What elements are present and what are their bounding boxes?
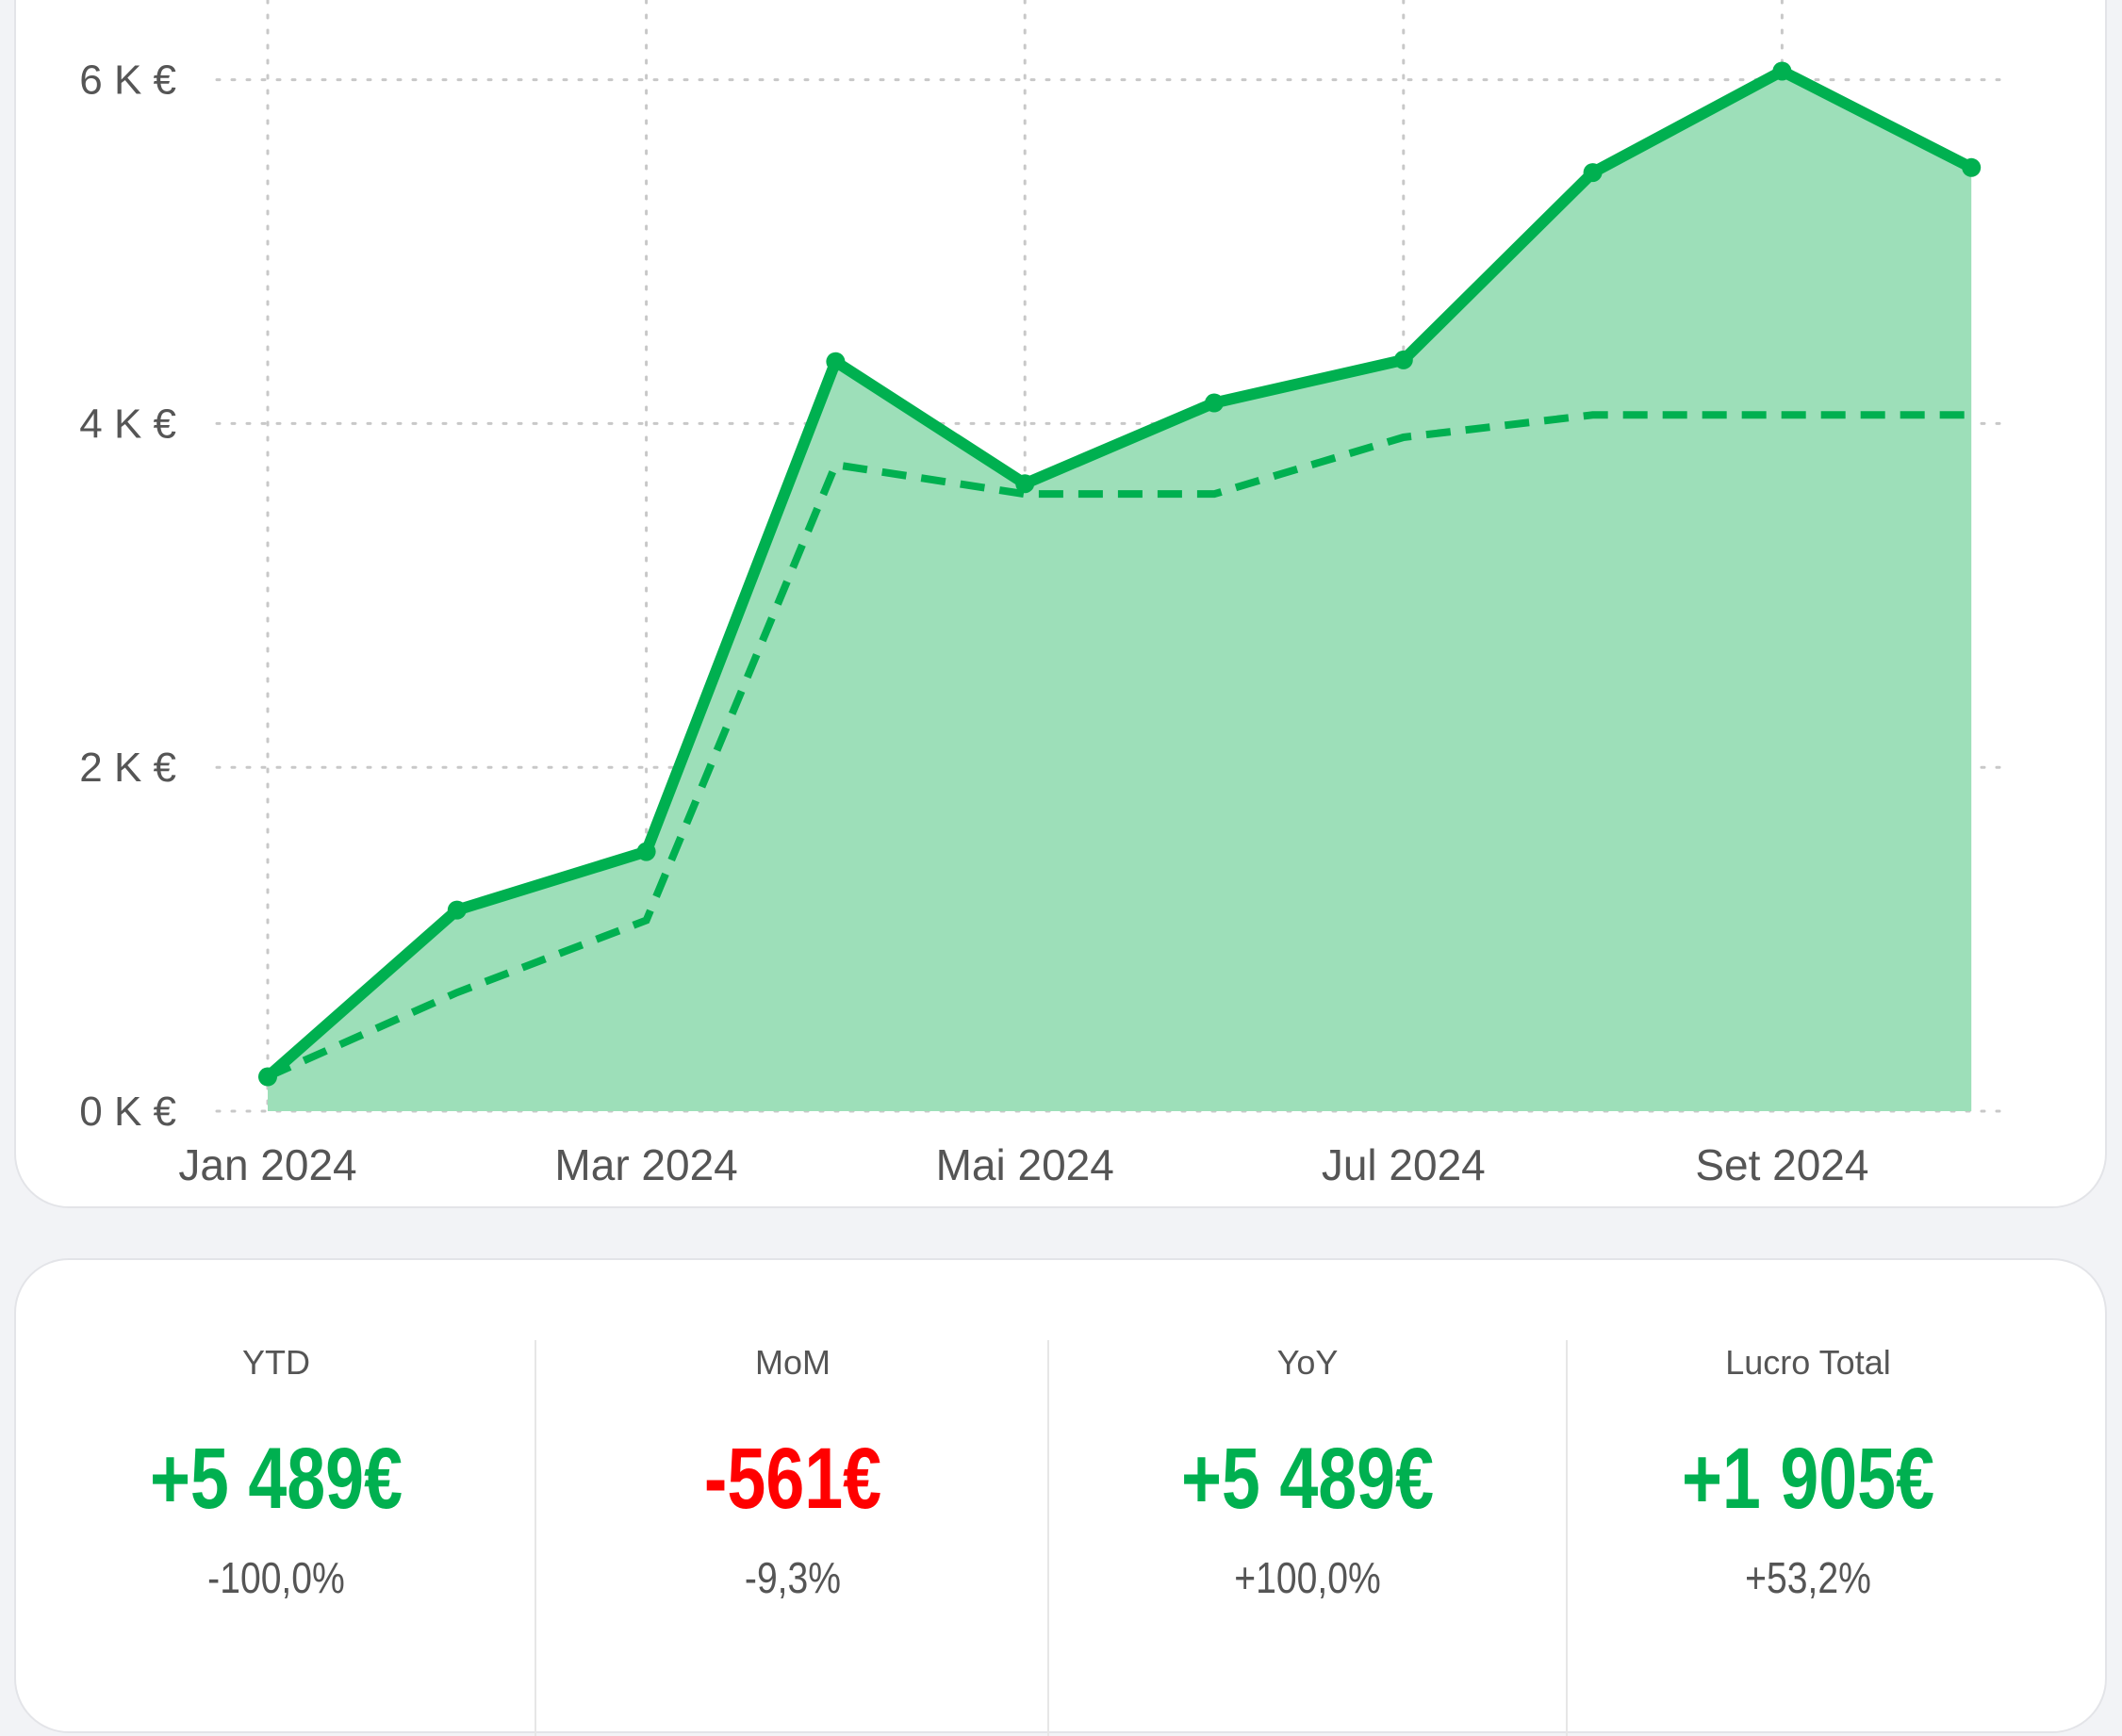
- divider: [1566, 1340, 1568, 1736]
- kpi-percent: +100,0%: [1234, 1553, 1381, 1602]
- x-tick-label: Mai 2024: [936, 1140, 1114, 1189]
- kpi-percent: -100,0%: [207, 1553, 345, 1602]
- kpi-value: +5 489€: [1180, 1431, 1435, 1527]
- kpi-lucro-total: Lucro Total +1 905€ +53,2%: [1568, 1260, 2048, 1731]
- kpi-value: +1 905€: [1681, 1431, 1935, 1527]
- kpi-ytd: YTD +5 489€ -100,0%: [16, 1260, 536, 1731]
- solid-series-line: [264, 65, 1974, 1082]
- data-point: [1962, 157, 1982, 177]
- y-tick-label: 2 K €: [79, 745, 176, 791]
- kpi-percent: +53,2%: [1745, 1553, 1871, 1602]
- area-fill: [268, 71, 1972, 1112]
- y-tick-label: 6 K €: [79, 57, 176, 104]
- kpi-title: Lucro Total: [1725, 1343, 1891, 1382]
- line-area-chart: 0 K € 2 K € 4 K € 6 K € Jan 2024 Mar 2024 Mai …: [79, 0, 2005, 1189]
- x-tick-label: Mar 2024: [554, 1140, 737, 1189]
- x-tick-label: Set 2024: [1695, 1140, 1868, 1189]
- kpi-yoy: YoY +5 489€ +100,0%: [1049, 1260, 1566, 1731]
- y-tick-label: 4 K €: [79, 401, 176, 447]
- kpi-title: YTD: [242, 1343, 310, 1382]
- data-point: [826, 352, 846, 371]
- kpi-title: YoY: [1276, 1343, 1339, 1382]
- kpi-percent: -9,3%: [744, 1553, 842, 1602]
- kpi-value: -561€: [703, 1431, 882, 1527]
- kpi-mom: MoM -561€ -9,3%: [536, 1260, 1049, 1731]
- dashed-series-line: [266, 411, 1972, 1081]
- y-tick-label: 0 K €: [79, 1089, 176, 1135]
- divider: [535, 1340, 536, 1736]
- data-point: [1015, 474, 1035, 494]
- divider: [1047, 1340, 1049, 1736]
- data-point: [636, 842, 656, 861]
- data-point: [1393, 350, 1413, 369]
- data-point: [258, 1067, 277, 1087]
- kpi-value: +5 489€: [149, 1431, 403, 1527]
- x-tick-label: Jan 2024: [178, 1140, 356, 1189]
- data-point: [447, 900, 467, 920]
- x-tick-label: Jul 2024: [1322, 1140, 1486, 1189]
- kpi-card: YTD +5 489€ -100,0% MoM -561€ -9,3% YoY …: [14, 1258, 2107, 1736]
- data-point: [1772, 61, 1792, 81]
- data-point: [1583, 163, 1603, 183]
- kpi-title: MoM: [755, 1343, 831, 1382]
- data-point: [1205, 393, 1224, 413]
